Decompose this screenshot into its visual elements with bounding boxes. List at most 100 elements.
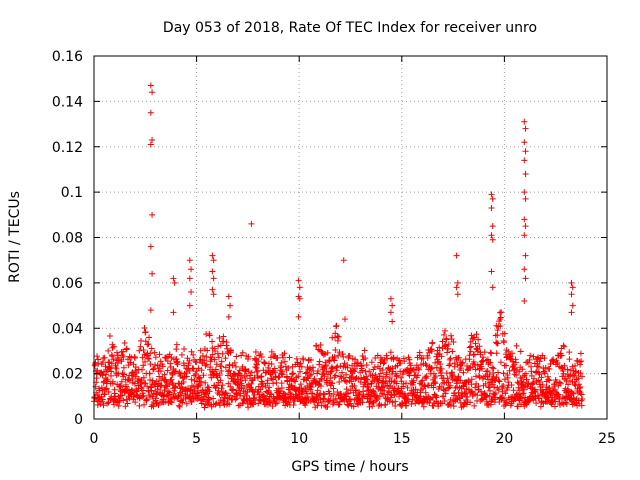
data-point [100,402,107,409]
data-point [404,384,411,391]
data-point [575,375,582,382]
data-point [190,365,197,372]
data-point [237,377,244,384]
data-point [146,334,153,341]
data-point [217,377,224,384]
data-point [290,402,297,409]
data-point [318,376,325,383]
data-point [494,340,501,347]
data-point [380,360,387,367]
data-point [102,386,109,393]
data-point [273,399,280,406]
data-point [376,373,383,380]
data-point [568,279,575,286]
data-point [496,378,503,385]
data-point [217,342,224,349]
data-point [545,396,552,403]
data-point [467,343,474,350]
data-point [520,379,527,386]
data-point [142,358,149,365]
data-point [350,403,357,410]
data-point [333,322,340,329]
data-point [522,170,529,177]
data-point [381,356,388,363]
data-point [482,380,489,387]
data-point [483,392,490,399]
data-point [232,363,239,370]
data-point [503,362,510,369]
y-tick-label: 0 [74,412,83,428]
data-point [156,351,163,358]
data-point [466,344,473,351]
data-point [428,348,435,355]
data-point [115,402,122,409]
data-point [309,390,316,397]
data-point [579,396,586,403]
data-point [328,368,335,375]
data-point [570,371,577,378]
data-point [489,364,496,371]
data-point [138,384,145,391]
data-point [161,371,168,378]
data-point [197,374,204,381]
data-point [302,395,309,402]
data-point [484,368,491,375]
data-point [108,360,115,367]
data-point [197,382,204,389]
data-point [372,371,379,378]
data-point [470,358,477,365]
data-point [315,368,322,375]
data-point [488,191,495,198]
data-point [366,368,373,375]
data-point [293,355,300,362]
data-point [386,375,393,382]
data-point [472,384,479,391]
data-point [579,373,586,380]
data-point [172,368,179,375]
data-point [513,390,520,397]
data-point [476,366,483,373]
data-point [370,398,377,405]
data-point [513,372,520,379]
data-point [330,396,337,403]
data-point [497,323,504,330]
data-point [343,386,350,393]
data-point [501,330,508,337]
data-point [225,380,232,387]
data-point [513,342,520,349]
data-point [445,379,452,386]
data-point [153,391,160,398]
data-point [302,402,309,409]
data-point [251,391,258,398]
data-point [108,368,115,375]
data-point [207,364,214,371]
x-tick-labels: 0 5 10 15 20 25 [90,431,616,447]
data-points [91,82,586,411]
data-point [408,400,415,407]
data-point [415,366,422,373]
data-point [354,359,361,366]
data-point [572,382,579,389]
data-point [577,350,584,357]
data-point [530,375,537,382]
data-point [141,401,148,408]
data-point [146,370,153,377]
data-point [514,379,521,386]
data-point [352,356,359,363]
data-point [329,365,336,372]
data-point [120,364,127,371]
data-point [423,373,430,380]
data-point [295,277,302,284]
data-point [338,369,345,376]
data-point [492,396,499,403]
data-point [210,291,217,298]
data-point [487,349,494,356]
data-point [215,354,222,361]
data-point [489,236,496,243]
data-point [488,232,495,239]
data-point [458,365,465,372]
data-point [489,223,496,230]
data-point [516,368,523,375]
data-point [552,386,559,393]
data-point [113,365,120,372]
